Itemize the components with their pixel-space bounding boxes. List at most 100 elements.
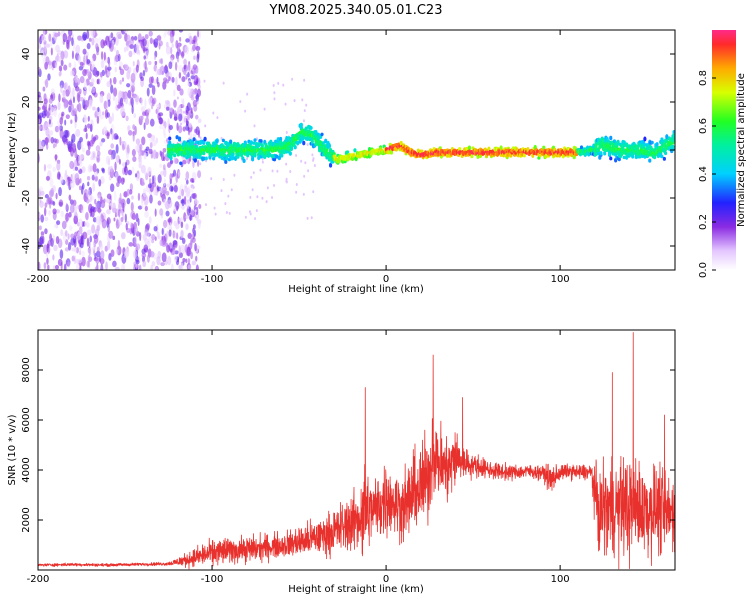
spectrogram-speckle [135,44,140,55]
spectrogram-speckle [80,234,84,245]
spectrogram-speckle [91,133,94,144]
spectrogram-y-label: Frequency (Hz) [7,112,18,188]
spectrogram-speckle [188,206,192,213]
spectrogram-speckle [163,198,166,206]
spectrogram-speckle [181,50,185,59]
spectrogram-speckle [181,160,187,165]
spectrogram-speckle [86,189,91,198]
spectrogram-speckle [169,173,173,182]
spectrogram-speckle [127,169,132,176]
spectrogram-speckle [50,136,55,144]
spectrogram-speckle [301,98,304,102]
spectrogram-speckle [134,94,140,103]
spectrogram-speckle [144,66,148,73]
spectrogram-speckle [306,143,309,147]
spectrogram-speckle [284,102,287,106]
spectrogram-speckle [124,95,129,105]
spectrogram-speckle [126,70,131,80]
spectrogram-speckle [44,216,49,222]
spectrogram-speckle [146,113,149,119]
spectrogram-speckle [71,37,74,47]
spectrogram-ridge-cell [526,147,530,152]
spectrogram-speckle [69,98,73,108]
spectrogram-speckle [63,82,67,90]
spectrogram-ridge-cell [327,143,331,149]
spectrogram-speckle [295,154,298,158]
spectrogram-speckle [79,177,82,184]
spectrogram-speckle [83,116,88,124]
spectrogram-speckle [192,64,198,70]
spectrogram-speckle [89,123,93,133]
spectrogram-speckle [148,61,152,66]
spectrogram-speckle [97,194,101,200]
spectrogram-speckle [183,64,187,70]
spectrogram-speckle [263,107,266,111]
spectrogram-ridge-cell [332,152,336,156]
spectrogram-speckle [113,55,119,62]
spectrogram-speckle [113,217,116,222]
spectrogram-speckle [100,51,104,60]
spectrogram-speckle [249,195,252,199]
spectrogram-speckle [176,122,179,131]
spectrogram-speckle [265,200,268,204]
spectrogram-ridge-cell [642,144,646,149]
y-tick-label: 6000 [21,407,32,432]
spectrogram-speckle [127,125,131,131]
spectrogram-speckle [148,83,153,88]
spectrogram-speckle [44,194,49,199]
spectrogram-x-label: Height of straight line (km) [288,284,424,295]
spectrogram-speckle [121,77,125,82]
spectrogram-speckle [69,225,73,232]
spectrogram-speckle [133,236,137,246]
spectrogram-speckle [49,177,54,188]
spectrogram-ridge-cell [242,158,246,163]
spectrogram-speckle [137,192,141,201]
spectrogram-ridge-cell [288,151,292,156]
spectrogram-speckle [170,263,174,270]
y-tick-label: 40 [21,48,32,61]
spectrogram-speckle [91,87,96,94]
spectrogram-speckle [185,74,188,80]
spectrogram-speckle [131,105,134,115]
spectrogram-speckle [85,149,91,156]
spectrogram-speckle [185,38,190,43]
spectrogram-speckle [151,85,156,96]
spectrogram-speckle [69,90,73,100]
spectrogram-ridge-cell [202,156,206,161]
spectrogram-ridge-cell [253,152,257,158]
spectrogram-speckle [178,252,183,259]
spectrogram-speckle [162,147,167,153]
spectrogram-speckle [124,213,127,223]
spectrogram-speckle [123,94,126,103]
spectrogram-speckle [46,243,49,253]
spectrogram-speckle [216,116,219,120]
spectrogram-speckle [259,168,262,172]
spectrogram-speckle [82,48,87,55]
spectrogram-ridge-cell [231,156,235,160]
spectrogram-speckle [92,182,96,192]
spectrogram-speckle [77,54,81,64]
spectrogram-speckle [165,45,171,55]
spectrogram-speckle [64,169,68,178]
spectrogram-speckle [69,160,75,170]
spectrogram-speckle [123,191,128,198]
spectrogram-speckle [140,106,146,113]
spectrogram-speckle [60,210,65,218]
spectrogram-speckle [110,154,114,161]
spectrogram-speckle [44,137,50,144]
spectrogram-speckle [134,145,139,152]
spectrogram-speckle [148,96,153,104]
spectrogram-speckle [151,175,155,185]
spectrogram-ridge-cell [302,140,306,146]
spectrogram-speckle [168,61,173,70]
spectrogram-speckle [60,59,64,67]
spectrogram-speckle [98,179,102,187]
spectrogram-ridge-cell [609,135,613,141]
spectrogram-speckle [143,169,147,176]
spectrogram-speckle [110,32,114,39]
spectrogram-speckle [138,158,143,167]
spectrogram-speckle [109,165,113,173]
spectrogram-speckle [108,116,113,125]
spectrogram-ridge-cell [279,136,283,142]
spectrogram-ridge-cell [257,147,261,152]
